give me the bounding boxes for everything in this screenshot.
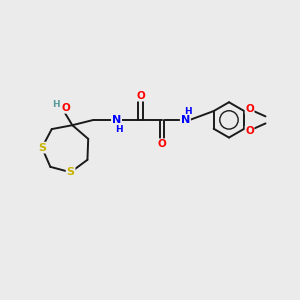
Text: O: O [61,103,70,113]
Text: N: N [112,115,121,125]
Text: O: O [158,139,166,149]
Text: S: S [38,142,46,153]
Text: H: H [115,125,123,134]
Text: N: N [181,115,190,125]
Text: H: H [184,106,192,116]
Text: H: H [52,100,60,109]
Text: O: O [245,126,254,136]
Text: O: O [245,104,254,114]
Text: S: S [67,167,75,177]
Text: O: O [136,91,145,101]
